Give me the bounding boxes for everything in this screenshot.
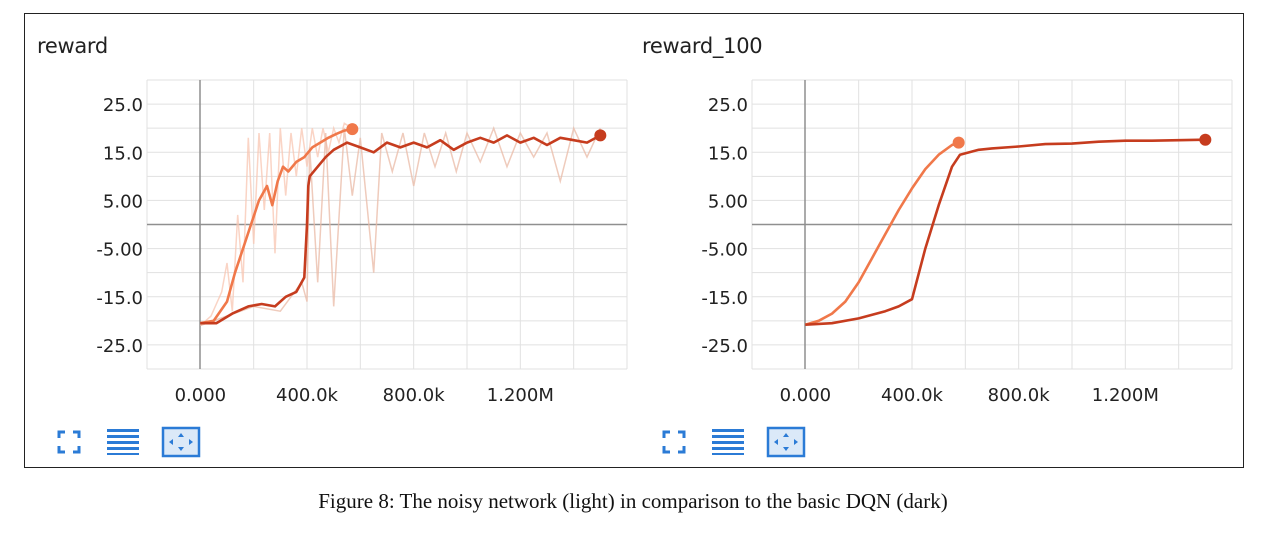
y-tick-label: -15.0 bbox=[96, 288, 143, 309]
dark-raw-series-line bbox=[200, 125, 601, 327]
light-series-line bbox=[804, 141, 960, 326]
expand-icon[interactable] bbox=[658, 426, 690, 458]
y-tick-label: -25.0 bbox=[96, 336, 143, 357]
x-tick-label: 800.0k bbox=[988, 385, 1051, 406]
panel-title: reward_100 bbox=[642, 34, 763, 58]
dark-series-endpoint bbox=[594, 129, 607, 142]
y-tick-label: -5.00 bbox=[96, 240, 143, 261]
x-tick-label: 0.000 bbox=[175, 385, 227, 406]
y-tick-label: 15.0 bbox=[103, 143, 143, 164]
y-tick-label: 25.0 bbox=[103, 95, 143, 116]
dark-series-line bbox=[805, 138, 1206, 326]
fit-domain-icon[interactable] bbox=[766, 426, 806, 458]
x-tick-label: 1.200M bbox=[1092, 385, 1159, 406]
dark-series-endpoint bbox=[1199, 133, 1212, 146]
light-series-line bbox=[200, 127, 353, 325]
y-tick-label: -5.00 bbox=[701, 240, 748, 261]
reward-chart: 25.0 15.0 5.00 -5.00 -15.0 -25.0 0.000 400.0k 80… bbox=[96, 79, 628, 406]
y-tick-label: 15.0 bbox=[708, 143, 748, 164]
list-icon[interactable] bbox=[712, 426, 744, 458]
light-series-endpoint bbox=[346, 123, 359, 136]
expand-icon[interactable] bbox=[53, 426, 85, 458]
x-tick-label: 1.200M bbox=[487, 385, 554, 406]
y-tick-label: 5.00 bbox=[708, 191, 748, 212]
figure-caption: Figure 8: The noisy network (light) in c… bbox=[318, 489, 948, 513]
y-tick-label: -15.0 bbox=[701, 288, 748, 309]
dark-series-line bbox=[200, 134, 601, 325]
panel-title: reward bbox=[37, 34, 108, 58]
list-icon[interactable] bbox=[107, 426, 139, 458]
x-tick-label: 800.0k bbox=[383, 385, 446, 406]
y-tick-label: -25.0 bbox=[701, 336, 748, 357]
reward-panel: reward 25.0 15.0 5.00 -5.00 -15.0 -25.0 0.000 4… bbox=[25, 14, 630, 469]
light-series-endpoint bbox=[952, 136, 965, 149]
figure-frame: reward 25.0 15.0 5.00 -5.00 -15.0 -25.0 0.000 4… bbox=[24, 13, 1244, 468]
x-tick-label: 0.000 bbox=[780, 385, 832, 406]
y-tick-label: 5.00 bbox=[103, 191, 143, 212]
x-tick-label: 400.0k bbox=[881, 385, 944, 406]
fit-domain-icon[interactable] bbox=[161, 426, 201, 458]
x-tick-label: 400.0k bbox=[276, 385, 339, 406]
reward-100-chart: 25.0 15.0 5.00 -5.00 -15.0 -25.0 0.000 400.0k 80… bbox=[701, 79, 1233, 406]
y-tick-label: 25.0 bbox=[708, 95, 748, 116]
reward-100-panel: reward_100 25.0 15.0 5.00 -5.00 -15.0 -25.0 0.… bbox=[630, 14, 1235, 469]
